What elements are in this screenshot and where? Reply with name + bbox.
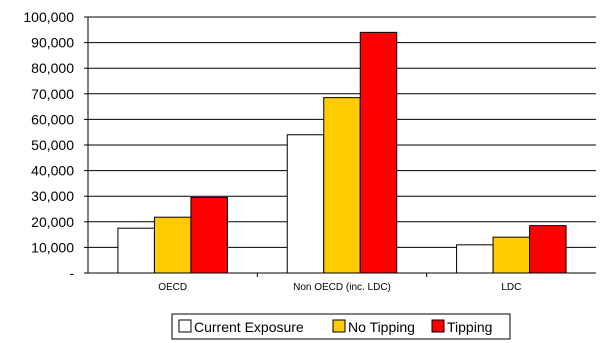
y-tick-label: 30,000	[31, 188, 74, 204]
bar-current-exposure-3	[456, 244, 494, 274]
bar-tipping-1	[190, 196, 228, 274]
y-tick-label: 60,000	[31, 111, 74, 127]
bar-current-exposure-2	[286, 134, 325, 274]
legend-label-current-exposure: Current Exposure	[194, 319, 304, 335]
legend-label-tipping: Tipping	[447, 319, 492, 335]
x-tick-label: OECD	[158, 282, 187, 293]
legend-swatch-current-exposure	[178, 319, 192, 333]
y-tick-label: 100,000	[23, 9, 74, 25]
y-tick-labels: - 10,000 20,000 30,000 40,000 50,000 60,000 70,…	[23, 9, 74, 281]
bar-tipping-2	[359, 31, 398, 274]
x-tick-labels: OECD Non OECD (inc. LDC) LDC	[158, 282, 521, 293]
y-tick-label: 20,000	[31, 214, 74, 230]
y-tick-label: 10,000	[31, 239, 74, 255]
bar-tipping-3	[529, 225, 567, 274]
y-tick-label: 80,000	[31, 60, 74, 76]
y-tick-label: 70,000	[31, 86, 74, 102]
y-tick-label: 40,000	[31, 163, 74, 179]
legend-label-no-tipping: No Tipping	[348, 319, 415, 335]
bar-no-tipping-3	[492, 236, 531, 274]
x-tick-label: Non OECD (inc. LDC)	[293, 282, 391, 293]
legend-swatch-tipping	[431, 319, 445, 333]
x-tick-label: LDC	[501, 282, 521, 293]
y-tick-label: -	[69, 265, 74, 281]
legend: Current Exposure No Tipping Tipping	[171, 313, 511, 340]
y-tick-label: 90,000	[31, 35, 74, 51]
bar-current-exposure-1	[117, 227, 155, 274]
legend-swatch-no-tipping	[332, 319, 346, 333]
axes	[84, 16, 596, 277]
bar-no-tipping-1	[153, 216, 192, 274]
bar-no-tipping-2	[323, 97, 361, 274]
y-tick-label: 50,000	[31, 137, 74, 153]
